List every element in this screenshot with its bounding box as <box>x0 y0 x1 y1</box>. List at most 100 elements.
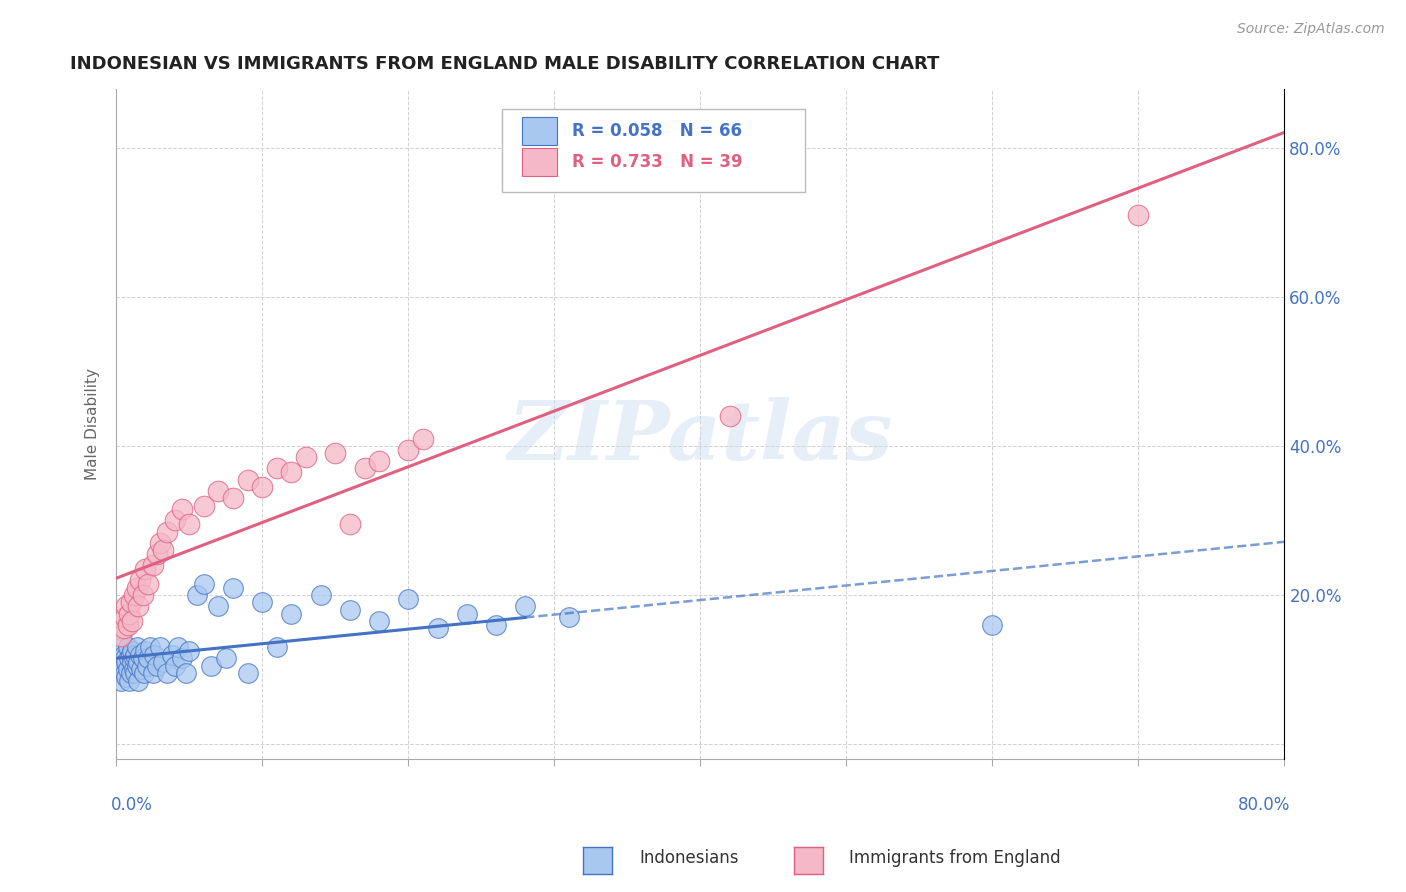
Point <box>132 666 155 681</box>
Point <box>114 610 136 624</box>
Point <box>112 648 135 662</box>
Point <box>122 588 145 602</box>
Point <box>160 648 183 662</box>
Point <box>156 524 179 539</box>
Text: INDONESIAN VS IMMIGRANTS FROM ENGLAND MALE DISABILITY CORRELATION CHART: INDONESIAN VS IMMIGRANTS FROM ENGLAND MA… <box>69 55 939 73</box>
Point <box>127 655 149 669</box>
Point <box>412 432 434 446</box>
Point <box>117 617 139 632</box>
Point <box>131 588 153 602</box>
Point <box>456 607 478 621</box>
Point <box>120 666 142 681</box>
Point <box>138 576 160 591</box>
Point <box>176 666 198 681</box>
Point <box>981 617 1004 632</box>
Point <box>124 648 146 662</box>
Point <box>207 483 229 498</box>
Point <box>125 640 148 654</box>
Point <box>114 666 136 681</box>
Point <box>117 640 139 654</box>
Text: 0.0%: 0.0% <box>111 796 152 814</box>
Point <box>125 658 148 673</box>
Text: Source: ZipAtlas.com: Source: ZipAtlas.com <box>1237 22 1385 37</box>
Point <box>426 622 449 636</box>
Point <box>152 543 174 558</box>
Point <box>108 651 131 665</box>
Point <box>166 640 188 654</box>
Point <box>179 517 201 532</box>
Point <box>149 536 172 550</box>
Point <box>280 607 302 621</box>
Point <box>122 662 145 676</box>
Point <box>118 651 141 665</box>
Point <box>121 655 143 669</box>
Point <box>139 640 162 654</box>
Point <box>163 514 186 528</box>
Point <box>215 651 238 665</box>
Point <box>118 673 141 688</box>
FancyBboxPatch shape <box>522 148 557 177</box>
Point <box>128 648 150 662</box>
Point <box>222 581 245 595</box>
Point <box>193 576 215 591</box>
Point <box>368 454 391 468</box>
Text: R = 0.058   N = 66: R = 0.058 N = 66 <box>572 122 742 140</box>
Point <box>1128 208 1150 222</box>
Point <box>124 666 146 681</box>
Point <box>170 502 193 516</box>
Point <box>131 651 153 665</box>
Point <box>117 662 139 676</box>
Point <box>368 614 391 628</box>
Point <box>136 658 159 673</box>
Point <box>252 480 274 494</box>
Point <box>134 644 156 658</box>
Text: Indonesians: Indonesians <box>640 849 740 867</box>
Point <box>236 473 259 487</box>
Text: ZIPatlas: ZIPatlas <box>508 397 893 477</box>
Point <box>122 651 145 665</box>
Point <box>146 658 169 673</box>
Point <box>134 562 156 576</box>
Point <box>115 670 138 684</box>
Point <box>111 640 134 654</box>
Text: R = 0.733   N = 39: R = 0.733 N = 39 <box>572 153 742 171</box>
Point <box>252 595 274 609</box>
Point <box>127 673 149 688</box>
Point <box>280 465 302 479</box>
Point <box>396 442 419 457</box>
Point <box>152 655 174 669</box>
Point <box>236 666 259 681</box>
Point <box>120 595 142 609</box>
Point <box>112 622 135 636</box>
Point <box>513 599 536 614</box>
FancyBboxPatch shape <box>522 117 557 145</box>
Point <box>485 617 508 632</box>
Point <box>163 658 186 673</box>
Point <box>179 644 201 658</box>
Point <box>129 662 152 676</box>
Point <box>396 591 419 606</box>
Text: Immigrants from England: Immigrants from England <box>849 849 1062 867</box>
Point <box>339 517 361 532</box>
Point <box>558 610 581 624</box>
Point <box>207 599 229 614</box>
Point <box>114 651 136 665</box>
Point <box>115 655 138 669</box>
Point <box>127 599 149 614</box>
Point <box>142 666 165 681</box>
Point <box>353 461 375 475</box>
Point <box>170 651 193 665</box>
Point <box>112 658 135 673</box>
Point <box>142 558 165 573</box>
Y-axis label: Male Disability: Male Disability <box>86 368 100 480</box>
Point <box>186 588 208 602</box>
Point <box>138 651 160 665</box>
Point <box>111 662 134 676</box>
Text: 80.0%: 80.0% <box>1237 796 1291 814</box>
Point <box>339 603 361 617</box>
FancyBboxPatch shape <box>502 109 806 193</box>
Point <box>121 614 143 628</box>
Point <box>193 499 215 513</box>
Point <box>110 629 132 643</box>
Point <box>143 648 166 662</box>
